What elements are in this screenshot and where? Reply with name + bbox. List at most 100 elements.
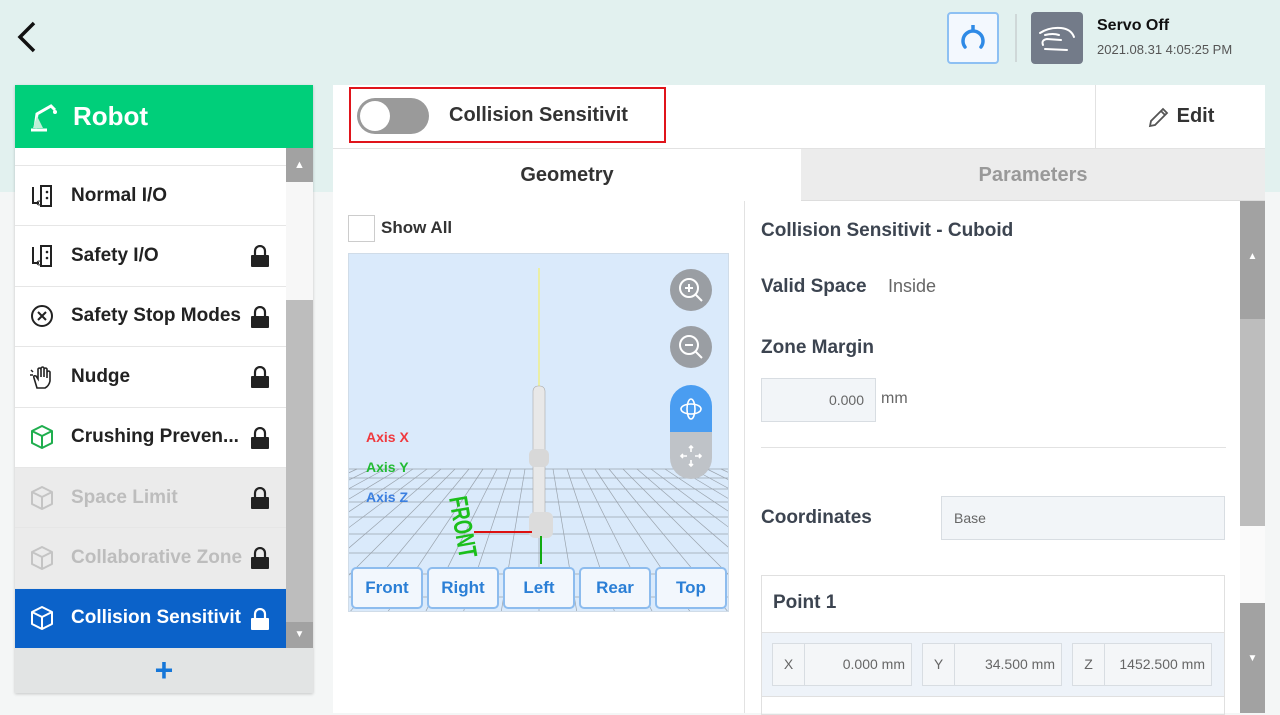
cube-icon [27,423,57,451]
coordinates-label: Coordinates [761,507,872,528]
view-front-button[interactable]: Front [351,567,423,609]
y-unit: mm [1031,656,1055,672]
sidebar-item-safety-i-o[interactable]: Safety I/O [15,226,286,287]
scroll-thumb[interactable] [1240,319,1265,526]
zone-margin-label: Zone Margin [761,337,874,358]
toggle-knob [360,101,390,131]
details-scrollbar[interactable]: ▲ ▼ [1240,201,1265,713]
zone-margin-input[interactable]: 0.000 [761,378,876,422]
point-z-field[interactable]: Z 1452.500 mm [1072,643,1212,686]
sidebar-item-normal-i-o[interactable]: Normal I/O [15,166,286,227]
pan-mode-button[interactable] [670,432,712,479]
lock-icon [250,486,270,515]
list-item-partial[interactable] [15,148,286,166]
tab-geometry[interactable]: Geometry [520,164,614,186]
sidebar-item-label: Crushing Preven... [71,426,239,448]
lock-icon [250,305,270,334]
zoom-in-icon [679,278,703,302]
point-x-field[interactable]: X 0.000 mm [772,643,912,686]
chevron-left-icon [17,21,36,53]
zoom-out-button[interactable] [670,326,712,368]
sidebar-item-crushing-preven[interactable]: Crushing Preven... [15,408,286,468]
sidebar-scrollbar[interactable]: ▲ ▼ [286,148,313,648]
sidebar-item-space-limit[interactable]: Space Limit [15,467,286,529]
datetime: 2021.08.31 4:05:25 PM [1097,42,1233,57]
scroll-thumb[interactable] [286,300,313,622]
lock-icon [250,547,270,575]
zoom-out-icon [679,335,703,359]
servo-status: Servo Off [1097,17,1170,34]
scroll-up-arrow[interactable]: ▲ [286,148,313,182]
view-right-button[interactable]: Right [427,567,499,609]
view-left-button[interactable]: Left [503,567,575,609]
geometry-view-panel: Show All FRONT Axis X Axis Y Axis Z Fron… [333,201,745,713]
point-y-field[interactable]: Y 34.500 mm [922,643,1062,686]
hand-touch-icon [27,363,57,391]
sidebar-list: Normal I/O Safety I/O Safety Stop Modes Nud… [15,148,286,648]
pan-arrows-icon [679,444,703,467]
sidebar-item-collision-sensitivit[interactable]: Collision Sensitivit [15,588,286,648]
robot-home-button[interactable] [947,12,999,64]
pencil-icon [1148,107,1168,127]
details-panel: Collision Sensitivit - Cuboid Valid Spac… [745,201,1240,715]
point-1-card: Point 1 X 0.000 mm Y 34.500 mm Z 1452.500 m… [761,575,1225,715]
edit-label: Edit [1176,105,1215,127]
lock-icon [250,366,270,394]
back-button[interactable] [14,20,44,56]
orbit-icon [680,397,702,420]
lock-icon [250,245,270,273]
scroll-up-arrow[interactable]: ▲ [1240,201,1265,319]
servo-button[interactable] [1031,12,1083,64]
scroll-down-arrow[interactable]: ▼ [286,622,313,648]
sidebar-item-nudge[interactable]: Nudge [15,347,286,408]
y-value: 34.500 [984,656,1028,672]
sidebar-item-label: Normal I/O [71,184,168,206]
show-all-label: Show All [381,218,453,237]
edit-button[interactable]: Edit [1095,85,1265,148]
show-all-checkbox[interactable] [348,215,375,242]
robot-arm-icon [31,103,57,131]
front-floor-label: FRONT [443,494,483,560]
axis-y-label: Axis Y [366,459,409,475]
y-label: Y [923,644,955,685]
view-top-button[interactable]: Top [655,567,727,609]
sidebar-item-label: Safety Stop Modes [71,305,241,327]
valid-space-value: Inside [888,276,937,296]
z-value: 1452.500 [1119,656,1178,672]
z-label: Z [1073,644,1105,685]
coordinates-field[interactable]: Base [941,496,1225,540]
cube-icon [27,544,57,572]
sidebar-item-label: Space Limit [71,486,178,508]
add-button[interactable]: + [15,648,313,693]
sidebar-item-collaborative-zone[interactable]: Collaborative Zone [15,528,286,589]
sidebar: Robot Normal I/O Safety I/O Safety Stop Mo… [15,85,313,693]
view-rear-button[interactable]: Rear [579,567,651,609]
panel-topbar: Collision Sensitivit Edit [333,85,1265,149]
axis-z-label: Axis Z [366,489,409,505]
sidebar-header: Robot [15,85,313,148]
zone-title: Collision Sensitivit [449,104,628,126]
point-1-coords: X 0.000 mm Y 34.500 mm Z 1452.500 mm [762,633,1224,697]
robot-scene: FRONT [349,268,728,611]
sidebar-item-safety-stop-modes[interactable]: Safety Stop Modes [15,287,286,348]
sidebar-title: Robot [73,101,149,131]
scroll-down-arrow[interactable]: ▼ [1240,603,1265,713]
sidebar-item-label: Collaborative Zone [71,547,243,569]
3d-viewport[interactable]: FRONT Axis X Axis Y Axis Z Front Right L… [348,253,729,612]
point-1-title: Point 1 [762,576,1224,633]
rotate-mode-button[interactable] [670,385,712,432]
x-unit: mm [881,656,905,672]
main-panel: Collision Sensitivit Edit Geometry Param… [333,85,1265,715]
details-title: Collision Sensitivit - Cuboid [761,220,1014,241]
tabs: Geometry Parameters [333,149,1265,201]
enable-toggle[interactable] [357,98,429,134]
hand-icon [1039,26,1075,51]
cube-icon [27,484,57,512]
highlighted-toggle-group: Collision Sensitivit [349,87,666,143]
zone-margin-unit: mm [881,390,908,407]
robot-home-icon [961,25,985,49]
tab-parameters[interactable]: Parameters [801,149,1265,201]
zoom-in-button[interactable] [670,269,712,311]
x-value: 0.000 [842,656,878,672]
valid-space-label: Valid Space [761,276,867,297]
